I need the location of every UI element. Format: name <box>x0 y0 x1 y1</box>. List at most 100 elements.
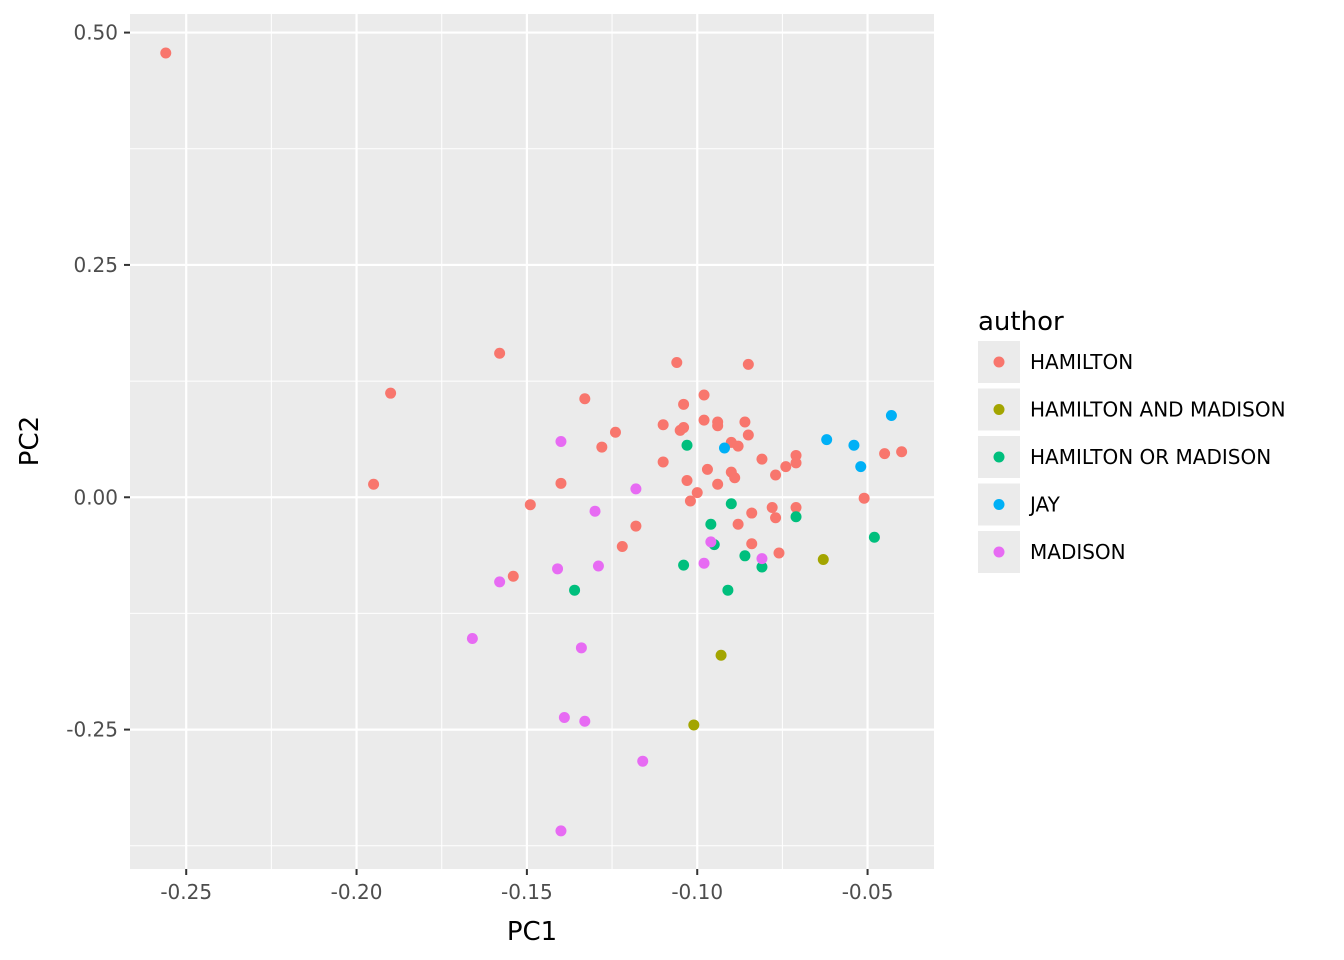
data-point <box>657 456 669 468</box>
legend-title: author <box>978 307 1064 337</box>
y-tick-label: 0.00 <box>73 485 118 509</box>
y-tick-label: -0.25 <box>66 718 118 742</box>
data-point <box>722 584 734 596</box>
x-tick-label: -0.20 <box>331 880 383 904</box>
data-point <box>770 512 782 524</box>
data-point <box>790 457 802 469</box>
legend-marker <box>993 404 1005 415</box>
data-point <box>630 483 642 495</box>
major-gridlines <box>130 14 934 869</box>
data-point <box>718 442 730 454</box>
data-point <box>616 541 628 553</box>
data-point <box>780 461 792 473</box>
x-tick-label: -0.15 <box>501 880 553 904</box>
data-point <box>507 570 519 582</box>
data-point <box>596 441 608 453</box>
data-point <box>555 477 567 489</box>
data-point <box>494 576 506 588</box>
data-point <box>555 436 567 447</box>
data-point <box>558 712 570 724</box>
data-point <box>712 420 724 432</box>
data-point <box>671 357 683 369</box>
data-point <box>885 409 897 421</box>
legend-marker <box>993 546 1005 558</box>
data-point <box>712 478 724 490</box>
x-axis-title: PC1 <box>507 917 557 947</box>
data-point <box>657 419 669 431</box>
data-point <box>742 358 754 370</box>
y-tick-label: 0.25 <box>73 253 118 277</box>
legend-label: HAMILTON OR MADISON <box>1030 445 1271 469</box>
data-point <box>569 584 581 596</box>
data-point <box>742 429 754 441</box>
data-point <box>637 755 649 767</box>
data-point <box>681 475 693 487</box>
data-point <box>739 416 751 428</box>
data-point <box>705 518 717 530</box>
data-point <box>790 501 802 513</box>
data-point <box>858 492 870 504</box>
data-point <box>879 448 891 460</box>
data-point <box>630 520 642 532</box>
data-point <box>701 463 713 475</box>
data-point <box>385 387 397 399</box>
data-point <box>732 518 744 530</box>
data-point <box>575 642 587 654</box>
data-point <box>579 715 591 727</box>
data-point <box>698 389 710 401</box>
legend: author HAMILTON HAMILTON AND MADISON HAMIL… <box>978 307 1286 573</box>
y-axis: -0.25 0.00 0.25 0.50 <box>66 21 130 742</box>
data-point <box>732 440 744 452</box>
data-point <box>555 825 567 837</box>
data-point <box>756 561 768 573</box>
data-point <box>524 499 536 511</box>
data-point <box>756 553 768 565</box>
data-point <box>725 498 737 510</box>
data-point <box>756 453 768 465</box>
data-point <box>592 560 604 572</box>
data-point <box>855 461 867 473</box>
data-point <box>770 469 782 481</box>
data-point <box>589 505 601 517</box>
data-point <box>160 47 172 59</box>
legend-marker <box>993 356 1005 368</box>
y-axis-title: PC2 <box>15 416 45 466</box>
legend-label: MADISON <box>1030 540 1126 564</box>
data-point <box>896 446 908 458</box>
legend-label: HAMILTON AND MADISON <box>1030 398 1286 422</box>
data-point <box>848 439 860 451</box>
legend-label: JAY <box>1028 493 1061 517</box>
data-point <box>552 563 564 575</box>
data-point <box>688 719 700 731</box>
data-point <box>609 426 621 438</box>
data-point <box>368 478 380 490</box>
legend-marker <box>993 499 1005 510</box>
x-tick-label: -0.05 <box>842 880 894 904</box>
panel-background <box>130 14 934 869</box>
y-tick-label: 0.50 <box>73 21 118 45</box>
data-point <box>739 550 751 562</box>
data-point <box>698 414 710 426</box>
minor-gridlines <box>130 14 934 869</box>
data-point <box>821 434 833 446</box>
x-tick-label: -0.25 <box>160 880 212 904</box>
data-point <box>817 554 829 566</box>
data-point <box>494 347 506 359</box>
data-point <box>691 487 703 499</box>
data-point <box>466 633 478 645</box>
data-point <box>678 559 690 571</box>
data-point <box>746 507 758 519</box>
x-axis: -0.25 -0.20 -0.15 -0.10 -0.05 <box>160 869 893 904</box>
data-point <box>766 501 778 513</box>
legend-label: HAMILTON <box>1030 350 1133 374</box>
data-point <box>746 538 758 550</box>
data-point <box>729 472 741 484</box>
data-point <box>681 439 693 451</box>
data-point <box>678 398 690 410</box>
data-point <box>579 393 591 405</box>
data-point <box>698 557 710 569</box>
x-tick-label: -0.10 <box>671 880 723 904</box>
data-point <box>773 547 785 559</box>
data-point <box>715 649 727 661</box>
